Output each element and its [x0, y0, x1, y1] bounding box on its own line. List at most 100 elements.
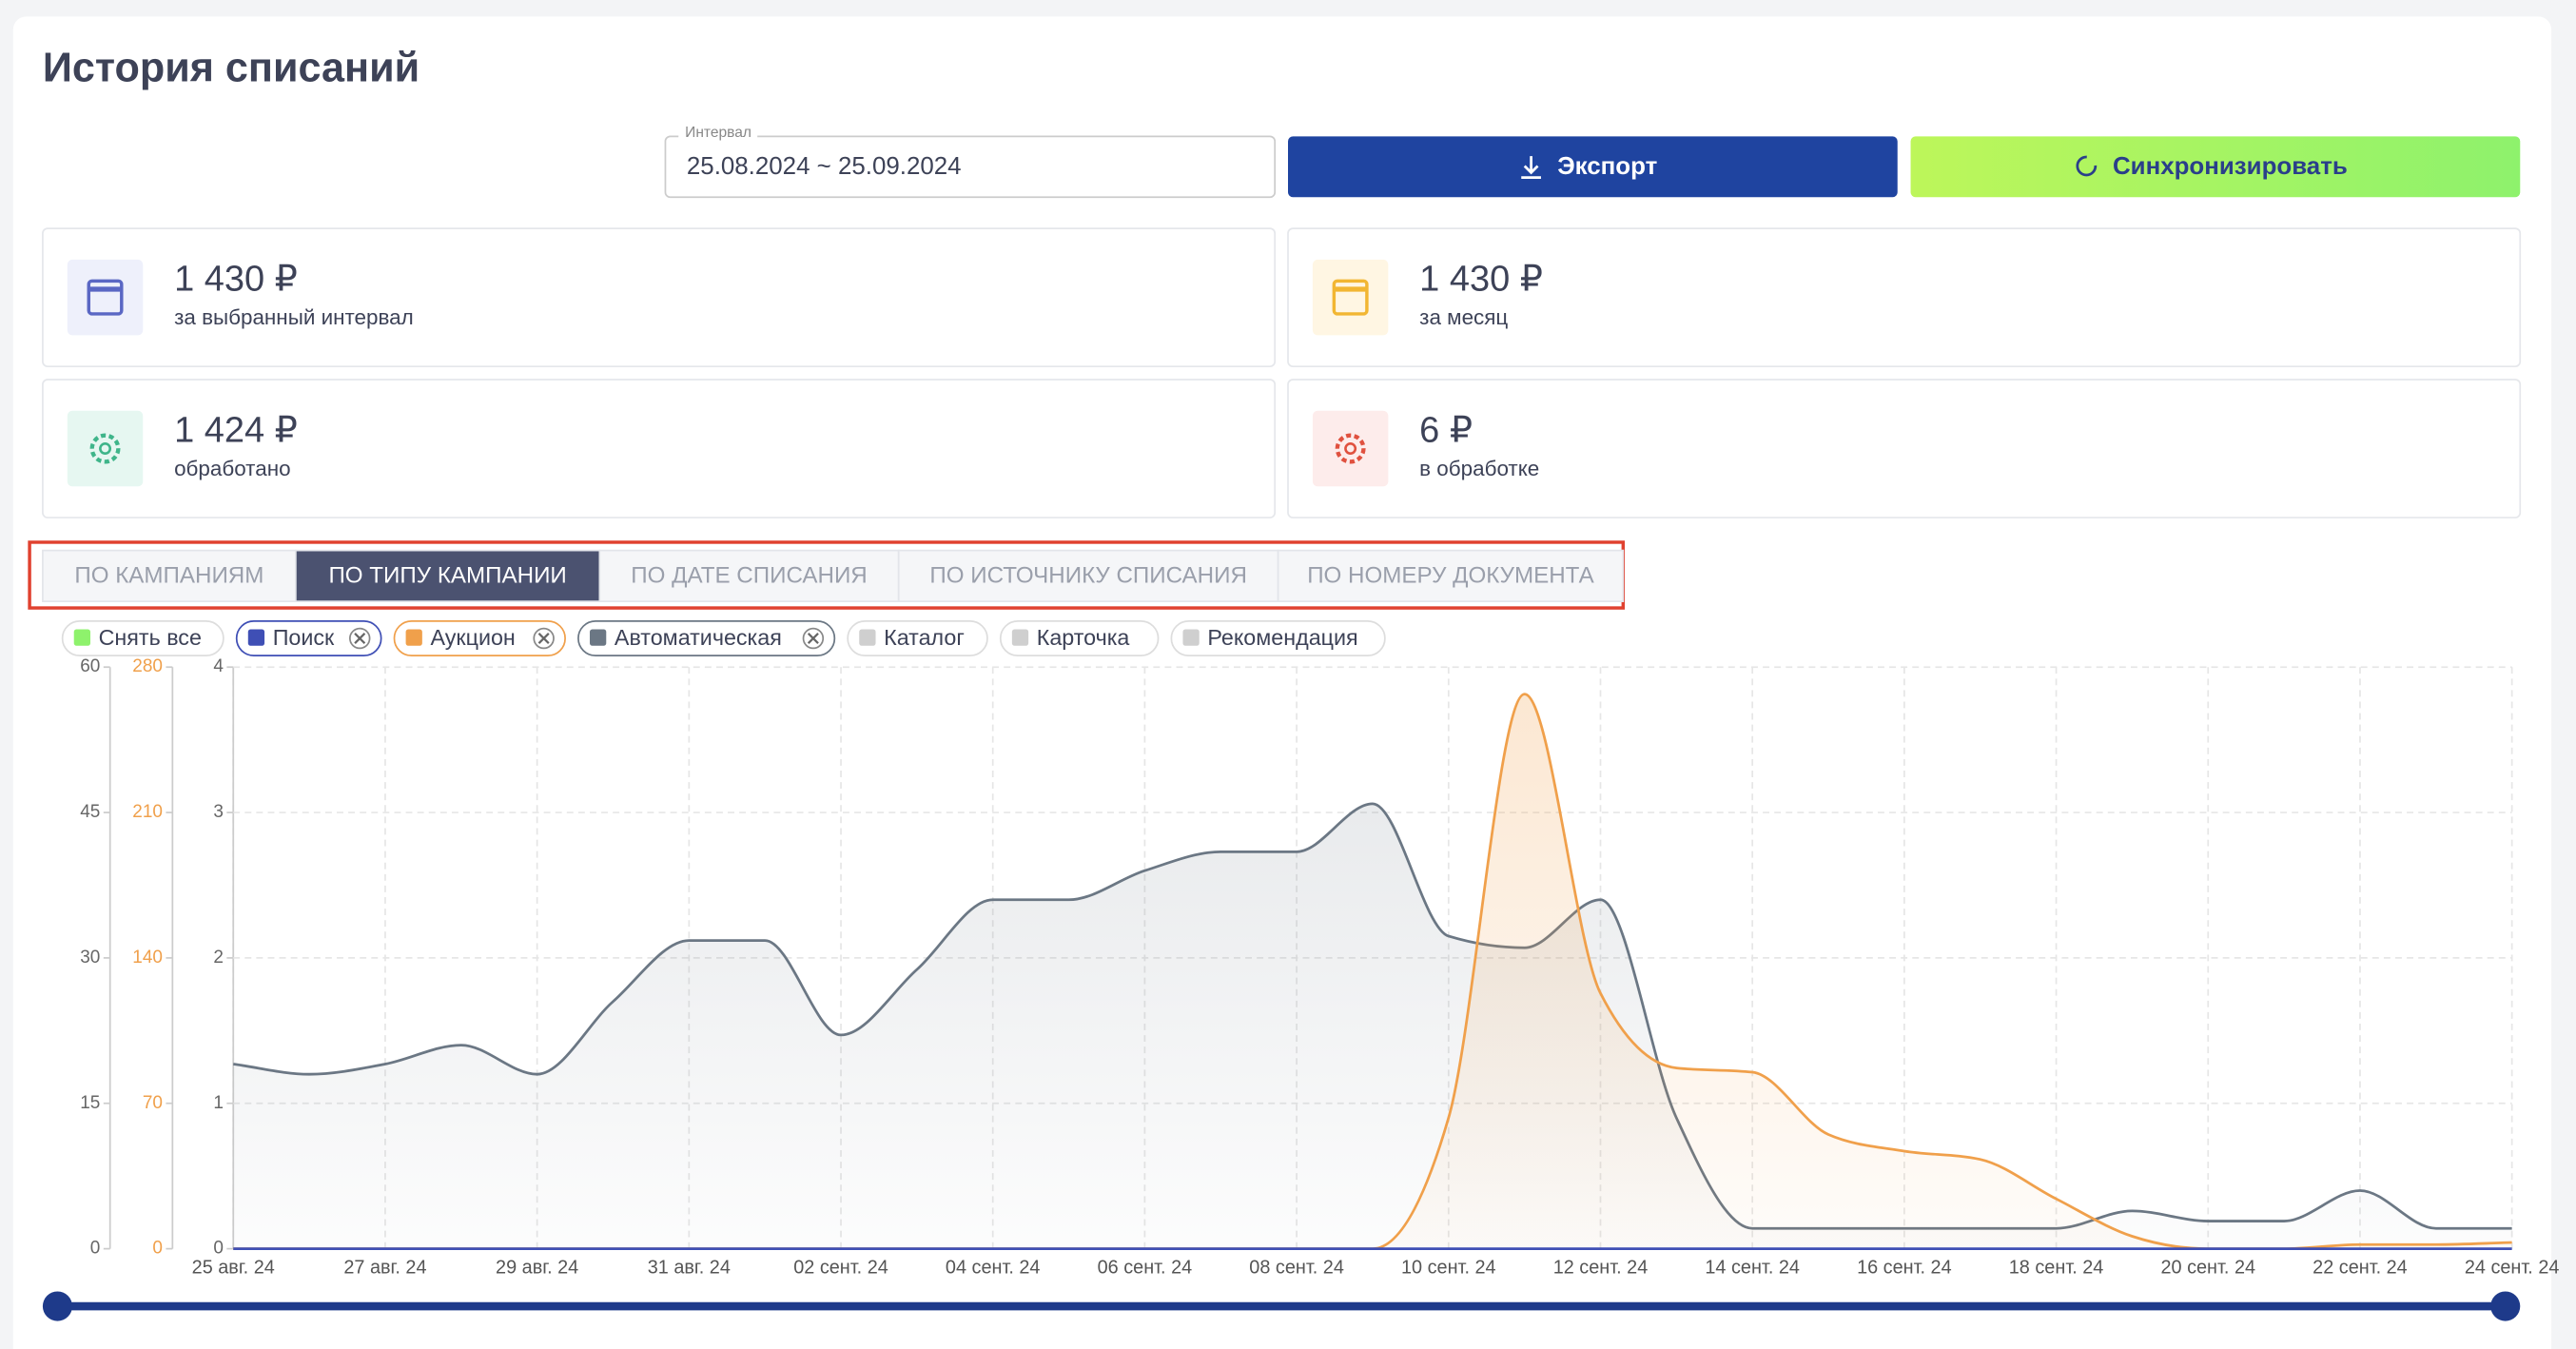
- area: [233, 803, 2512, 1249]
- legend-swatch: [590, 629, 607, 646]
- slider-handle[interactable]: [2490, 1291, 2521, 1321]
- download-icon: [1521, 156, 1541, 179]
- sync-icon: [2076, 155, 2098, 177]
- stat-icon-bg: [67, 410, 144, 487]
- tab[interactable]: [1277, 549, 1625, 603]
- x-tick-label: 04 сент. 24: [946, 1258, 1041, 1279]
- tab-label: ПО НОМЕРУ ДОКУМЕНТА: [1307, 563, 1594, 589]
- tab[interactable]: [598, 549, 900, 603]
- stat-value: 6 ₽: [1419, 410, 1473, 450]
- legend-swatch: [1182, 629, 1200, 646]
- tab[interactable]: [897, 549, 1279, 603]
- stat-value: 1 430 ₽: [174, 259, 298, 299]
- gear-core: [1344, 442, 1357, 456]
- legend-label: Поиск: [273, 625, 335, 650]
- y-tick-label: 30: [80, 948, 100, 968]
- tab[interactable]: [42, 549, 297, 603]
- legend-chip[interactable]: [999, 620, 1160, 657]
- legend-chip[interactable]: [235, 620, 382, 657]
- interval-label: Интервал: [685, 125, 751, 141]
- x-tick-label: 27 авг. 24: [343, 1258, 426, 1279]
- x-tick-label: 02 сент. 24: [793, 1258, 888, 1279]
- x-tick-label: 29 авг. 24: [496, 1258, 578, 1279]
- interval-value: 25.08.2024 ~ 25.09.2024: [687, 153, 962, 180]
- sync-label: Синхронизировать: [2113, 153, 2348, 180]
- legend-swatch: [859, 629, 876, 646]
- stat-card: [42, 379, 1277, 518]
- stat-icon-bg: [67, 259, 144, 336]
- y-tick-label: 3: [213, 802, 224, 822]
- legend-chip[interactable]: [393, 620, 566, 657]
- stat-icon-bg: [1312, 410, 1389, 487]
- x-tick-label: 06 сент. 24: [1098, 1258, 1193, 1279]
- stat-card: [42, 227, 1277, 368]
- legend-chip[interactable]: [847, 620, 988, 657]
- x-tick-label: 22 сент. 24: [2313, 1258, 2408, 1279]
- legend-swatch: [405, 629, 422, 646]
- x-tick-label: 16 сент. 24: [1857, 1258, 1952, 1279]
- stat-card: [1287, 379, 2522, 518]
- tab-label: ПО ТИПУ КАМПАНИИ: [328, 563, 566, 589]
- tab-label: ПО ИСТОЧНИКУ СПИСАНИЯ: [929, 563, 1247, 589]
- tab[interactable]: [295, 549, 601, 603]
- x-tick-label: 10 сент. 24: [1401, 1258, 1496, 1279]
- tab-label: ПО ДАТЕ СПИСАНИЯ: [631, 563, 867, 589]
- legend-swatch: [1011, 629, 1029, 646]
- calendar-icon: [87, 279, 124, 316]
- y-tick-label: 280: [132, 656, 163, 676]
- legend-label: Каталог: [884, 625, 965, 650]
- stat-icon-bg: [1312, 259, 1389, 336]
- y-tick-label: 210: [132, 802, 163, 822]
- stat-card: [1287, 227, 2522, 368]
- x-tick-label: 31 авг. 24: [648, 1258, 731, 1279]
- x-tick-label: 08 сент. 24: [1249, 1258, 1344, 1279]
- y-tick-label: 45: [80, 802, 100, 822]
- legend-swatch: [247, 629, 265, 646]
- stat-label: обработано: [174, 457, 290, 480]
- y-tick-label: 0: [90, 1239, 101, 1259]
- tab-label: ПО КАМПАНИЯМ: [74, 563, 263, 589]
- y-tick-label: 70: [143, 1093, 163, 1113]
- stat-value: 1 424 ₽: [174, 410, 298, 450]
- legend-label: Карточка: [1037, 625, 1130, 650]
- x-tick-label: 12 сент. 24: [1553, 1258, 1649, 1279]
- legend-chip[interactable]: [577, 620, 836, 657]
- legend-chip[interactable]: [1170, 620, 1386, 657]
- y-tick-label: 0: [213, 1239, 224, 1259]
- gear-icon: [1335, 433, 1366, 464]
- y-tick-label: 15: [80, 1093, 100, 1113]
- remove-cross: [807, 633, 819, 644]
- export-label: Экспорт: [1557, 153, 1657, 180]
- legend-chip[interactable]: [61, 620, 224, 657]
- stat-label: за выбранный интервал: [174, 305, 414, 329]
- sync-button[interactable]: [1910, 136, 2521, 198]
- x-tick-label: 20 сент. 24: [2160, 1258, 2255, 1279]
- y-tick-label: 2: [213, 948, 224, 968]
- legend-label: Рекомендация: [1207, 625, 1357, 650]
- x-tick-label: 24 сент. 24: [2465, 1258, 2560, 1279]
- stat-label: в обработке: [1419, 457, 1539, 480]
- y-tick-label: 60: [80, 656, 100, 676]
- y-tick-label: 4: [213, 656, 224, 676]
- label-bg: [678, 125, 758, 142]
- gear-core: [99, 442, 112, 456]
- export-button[interactable]: [1288, 136, 1898, 198]
- interval-input[interactable]: [664, 135, 1277, 199]
- slider-handle[interactable]: [42, 1291, 72, 1321]
- legend-label: Автоматическая: [615, 625, 782, 650]
- line: [233, 802, 2512, 1230]
- x-tick-label: 25 авг. 24: [192, 1258, 275, 1279]
- stat-label: за месяц: [1419, 305, 1508, 329]
- gear-icon: [89, 433, 121, 464]
- y-tick-label: 1: [213, 1093, 224, 1113]
- x-tick-label: 14 сент. 24: [1705, 1258, 1800, 1279]
- title: История списаний: [43, 46, 420, 91]
- remove-cross: [354, 633, 366, 644]
- legend-label: Аукцион: [430, 625, 515, 650]
- remove-cross: [537, 633, 550, 644]
- calendar-icon: [1332, 279, 1369, 316]
- stat-value: 1 430 ₽: [1419, 259, 1543, 299]
- y-tick-label: 140: [132, 948, 163, 968]
- y-tick-label: 0: [152, 1239, 163, 1259]
